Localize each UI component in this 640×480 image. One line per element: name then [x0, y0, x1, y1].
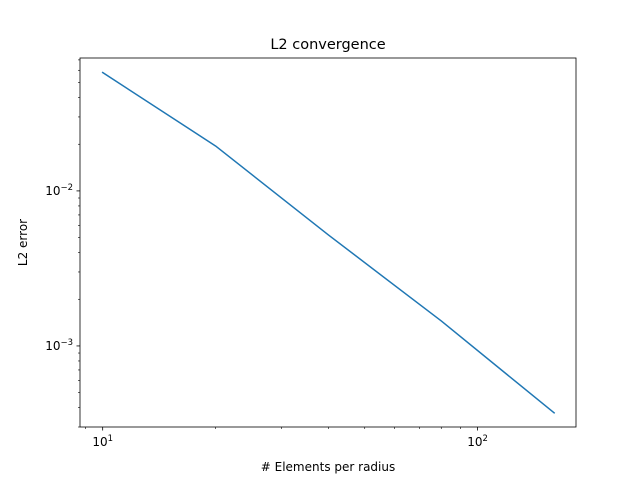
- y-axis-label: L2 error: [16, 219, 30, 266]
- y-tick-label: 10−2: [45, 183, 73, 198]
- x-axis-label: # Elements per radius: [261, 460, 395, 474]
- x-tick-label: 102: [467, 434, 488, 449]
- x-tick-label: 101: [92, 434, 113, 449]
- chart-title: L2 convergence: [270, 37, 385, 53]
- series-layer: [101, 71, 556, 414]
- series-line: [101, 71, 556, 414]
- y-tick-label: 10−3: [45, 338, 73, 353]
- plot-area-frame: [79, 57, 577, 428]
